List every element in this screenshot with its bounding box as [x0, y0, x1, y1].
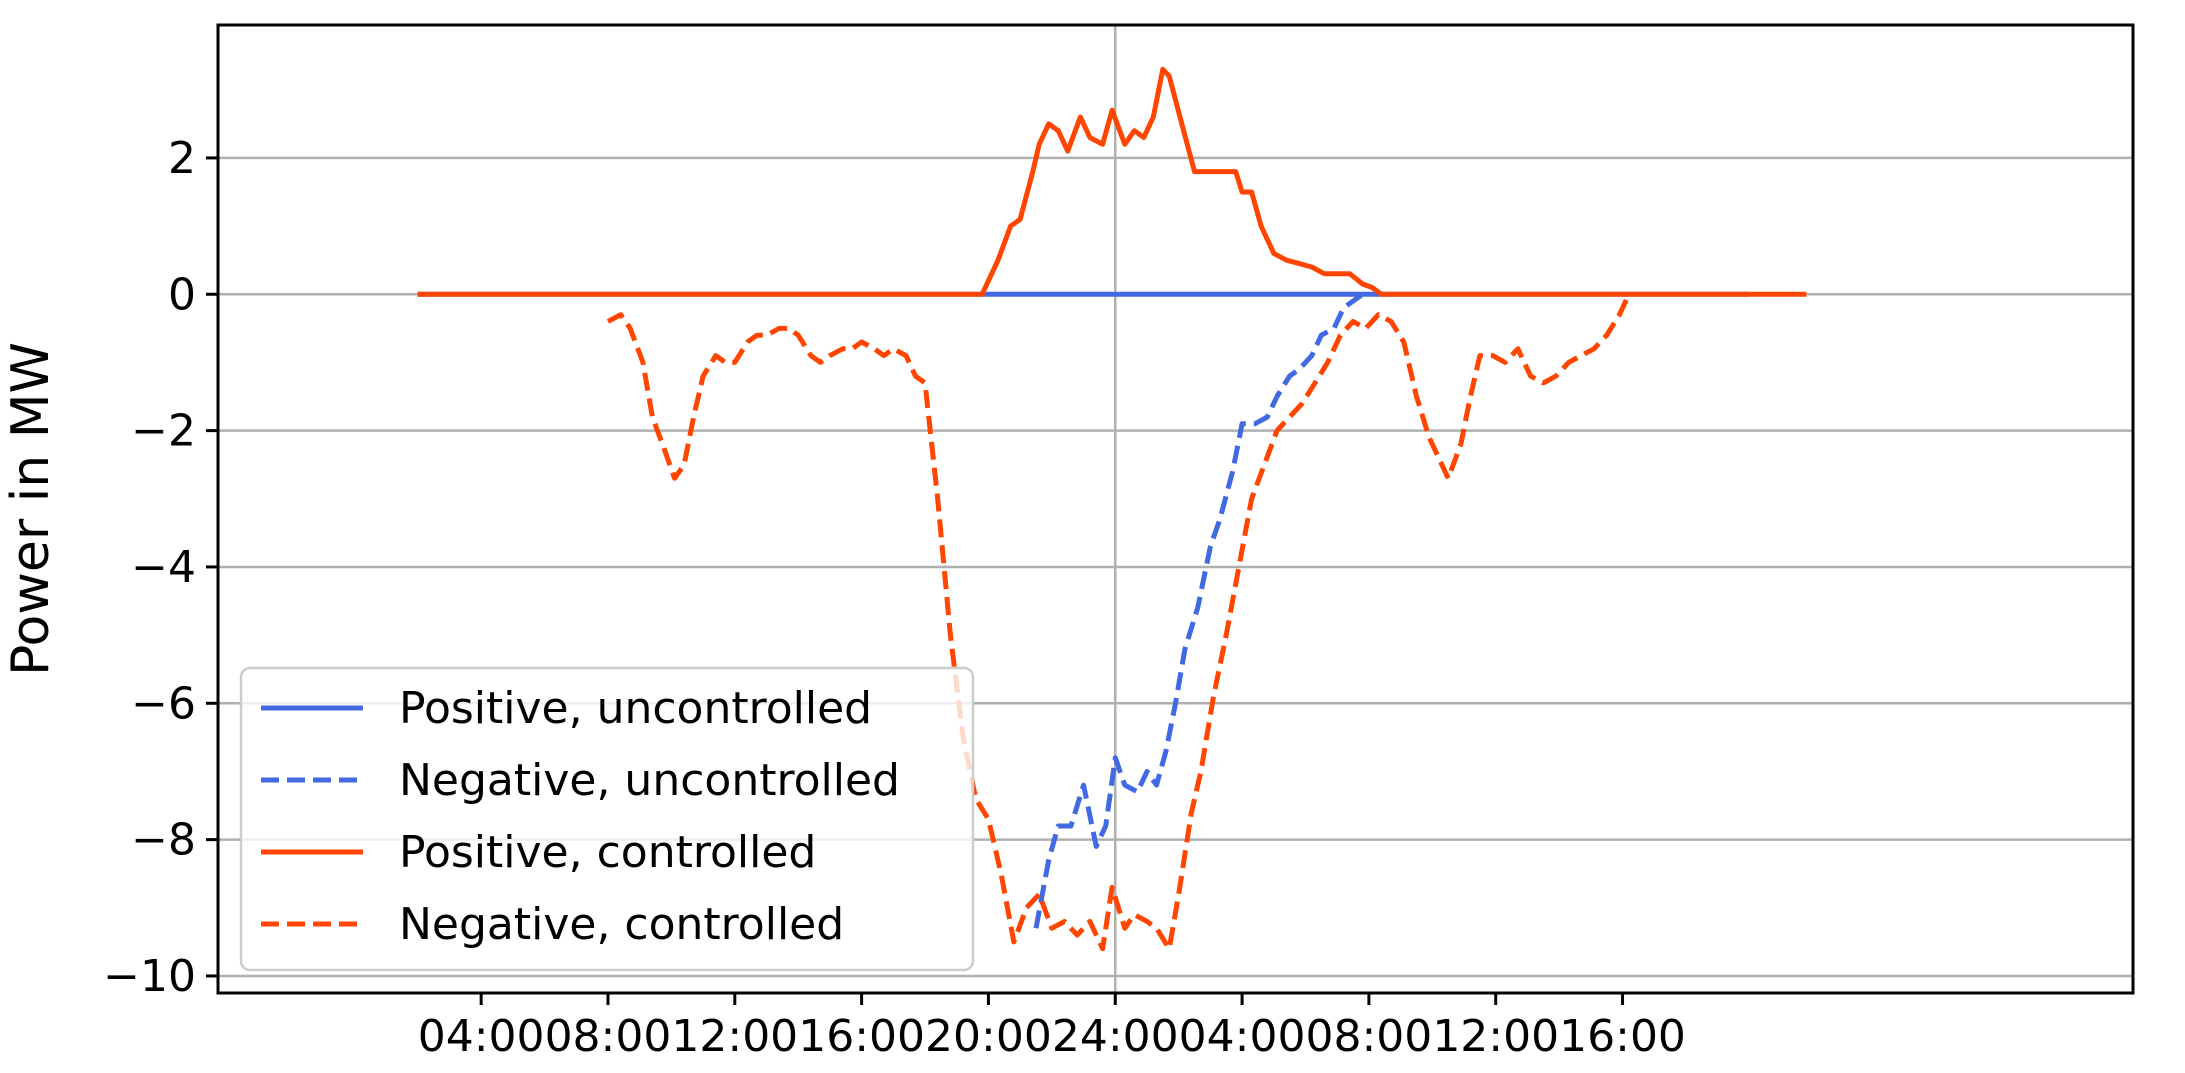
y-tick-label: −10 [103, 951, 196, 1002]
x-tick-label: 04:00 [1179, 1011, 1306, 1062]
plot-frame [216, 23, 2135, 995]
y-tick-label: −2 [131, 406, 196, 457]
x-tick-label: 08:00 [545, 1011, 672, 1062]
y-tick-label: −6 [131, 678, 196, 729]
x-tick-label: 20:00 [925, 1011, 1052, 1062]
legend-entry-label: Negative, controlled [399, 899, 844, 950]
y-axis: 2 0 −2 −4 −6 −8 −10 [103, 133, 218, 1002]
x-tick-label: 12:00 [671, 1011, 798, 1062]
legend-box [239, 666, 975, 972]
legend-entry-label: Positive, uncontrolled [399, 683, 872, 734]
x-tick-label: 12:00 [1432, 1011, 1559, 1062]
legend-entry-label: Negative, uncontrolled [399, 755, 900, 806]
y-tick-label: 2 [168, 133, 196, 184]
legend-entry-label: Positive, controlled [399, 827, 816, 878]
x-tick-label: 24:00 [1052, 1011, 1179, 1062]
y-axis-label: Power in MW [1, 342, 61, 676]
legend: Positive, uncontrolled Negative, uncontro… [239, 666, 975, 972]
y-tick-label: −4 [131, 542, 196, 593]
x-axis: 04:00 08:00 12:00 16:00 20:00 24:00 04:00 08:00… [418, 993, 1686, 1062]
series-line-positive-controlled [417, 66, 1807, 297]
x-tick-label: 16:00 [798, 1011, 925, 1062]
y-tick-label: 0 [168, 269, 196, 320]
x-tick-label: 04:00 [418, 1011, 545, 1062]
x-tick-label: 16:00 [1559, 1011, 1686, 1062]
series-line-negative-uncontrolled [1033, 292, 1365, 929]
x-tick-label: 08:00 [1305, 1011, 1432, 1062]
series-line-negative-controlled [606, 293, 1632, 952]
y-tick-label: −8 [131, 815, 196, 866]
series-group [417, 66, 1807, 952]
